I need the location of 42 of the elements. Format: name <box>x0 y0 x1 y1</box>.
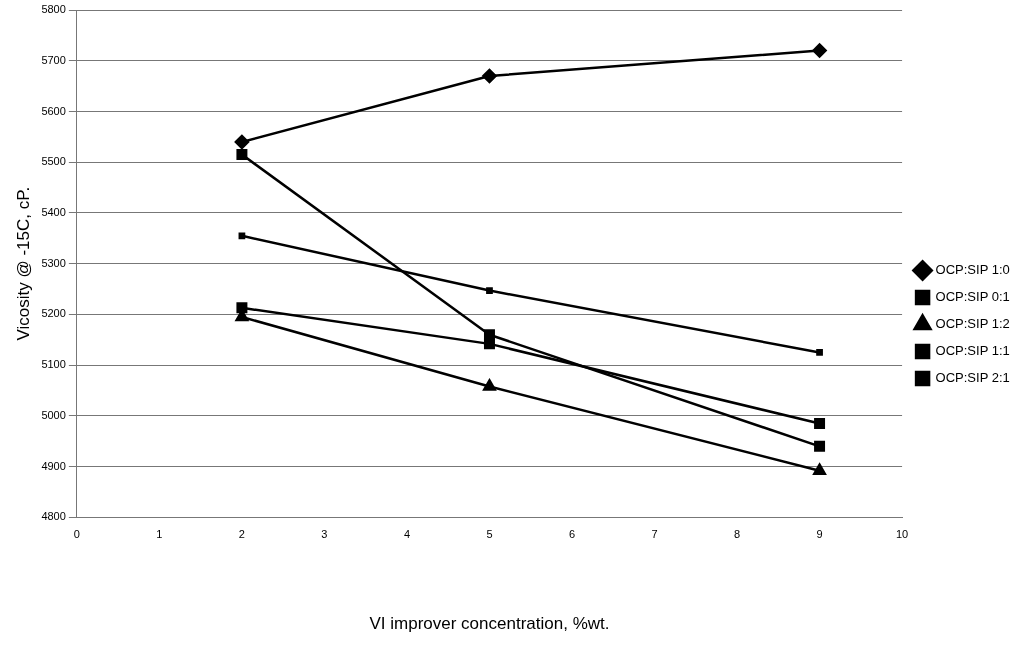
x-tick-label: 4 <box>403 528 411 541</box>
point <box>814 418 826 430</box>
x-tick-label: 3 <box>321 528 328 541</box>
x-tick-label: 8 <box>733 528 741 541</box>
y-tick-label: 5300 <box>41 256 66 269</box>
legend-label: OCP:SIP 1:1 <box>935 343 1010 359</box>
point <box>812 43 827 58</box>
legend-label: OCP:SIP 0:1 <box>935 289 1010 305</box>
y-tick-label: 5600 <box>41 104 66 117</box>
y-axis-title: Vicosity @ -15C, cP. <box>13 186 33 341</box>
point <box>483 329 495 341</box>
legend-label: OCP:SIP 1:2 <box>935 316 1010 332</box>
point <box>813 463 827 475</box>
y-tick-label: 4900 <box>41 459 66 472</box>
point <box>814 440 826 452</box>
y-tick-label: 5200 <box>41 307 66 320</box>
point <box>816 349 823 356</box>
legend-label: OCP:SIP 2:1 <box>935 370 1010 386</box>
y-tick-label: 5000 <box>41 408 66 421</box>
point <box>486 287 493 294</box>
point <box>483 379 496 391</box>
y-tick-label: 5400 <box>41 205 66 218</box>
x-tick-label: 2 <box>238 528 245 541</box>
y-tick-label: 5800 <box>41 3 66 16</box>
x-tick-label: 5 <box>486 528 493 541</box>
x-tick-label: 6 <box>568 528 576 541</box>
y-tick-label: 4800 <box>41 510 66 523</box>
point <box>238 232 246 240</box>
x-tick-label: 0 <box>73 528 80 541</box>
x-tick-label: 7 <box>651 528 658 541</box>
x-tick-label: 10 <box>895 528 909 541</box>
x-axis-title: VI improver concentration, %wt. <box>369 614 610 634</box>
legend-label: OCP:SIP 1:0 <box>935 262 1010 278</box>
y-tick-label: 5700 <box>41 53 66 66</box>
point <box>482 68 497 84</box>
point <box>236 302 248 314</box>
x-tick-label: 1 <box>156 528 163 541</box>
point <box>234 134 250 150</box>
point <box>236 149 248 161</box>
y-tick-label: 5100 <box>41 358 66 371</box>
y-tick-label: 5500 <box>41 155 66 168</box>
x-tick-label: 9 <box>816 528 823 541</box>
